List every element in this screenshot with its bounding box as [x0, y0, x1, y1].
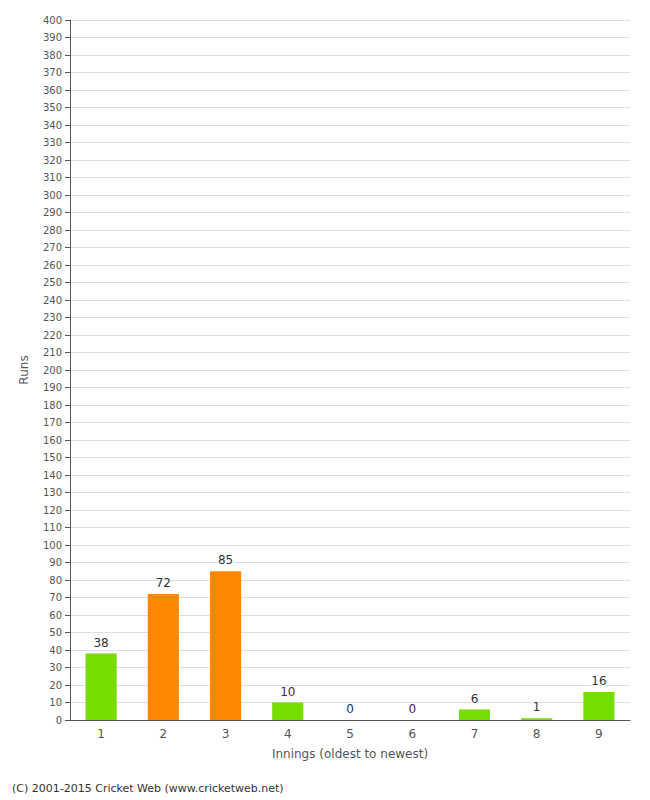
- svg-text:10: 10: [49, 697, 62, 708]
- svg-text:180: 180: [43, 400, 62, 411]
- svg-text:390: 390: [43, 32, 62, 43]
- svg-text:Runs: Runs: [17, 355, 31, 384]
- svg-text:170: 170: [43, 417, 62, 428]
- svg-text:230: 230: [43, 312, 62, 323]
- svg-text:85: 85: [218, 553, 233, 567]
- svg-text:100: 100: [43, 540, 62, 551]
- svg-text:110: 110: [43, 522, 62, 533]
- svg-text:20: 20: [49, 680, 62, 691]
- svg-text:72: 72: [156, 576, 171, 590]
- svg-text:0: 0: [56, 715, 62, 726]
- svg-text:320: 320: [43, 155, 62, 166]
- svg-text:380: 380: [43, 50, 62, 61]
- svg-text:30: 30: [49, 662, 62, 673]
- svg-text:200: 200: [43, 365, 62, 376]
- svg-text:(C) 2001-2015 Cricket Web (www: (C) 2001-2015 Cricket Web (www.cricketwe…: [12, 782, 284, 795]
- svg-text:360: 360: [43, 85, 62, 96]
- svg-text:150: 150: [43, 452, 62, 463]
- svg-text:1: 1: [533, 700, 541, 714]
- svg-text:220: 220: [43, 330, 62, 341]
- svg-text:160: 160: [43, 435, 62, 446]
- svg-text:280: 280: [43, 225, 62, 236]
- svg-text:290: 290: [43, 207, 62, 218]
- svg-text:130: 130: [43, 487, 62, 498]
- svg-text:10: 10: [280, 685, 295, 699]
- svg-text:8: 8: [533, 727, 541, 741]
- svg-text:340: 340: [43, 120, 62, 131]
- svg-text:310: 310: [43, 172, 62, 183]
- svg-text:50: 50: [49, 627, 62, 638]
- svg-text:210: 210: [43, 347, 62, 358]
- svg-text:270: 270: [43, 242, 62, 253]
- svg-text:80: 80: [49, 575, 62, 586]
- svg-text:6: 6: [471, 692, 479, 706]
- svg-text:0: 0: [408, 702, 416, 716]
- svg-text:7: 7: [471, 727, 479, 741]
- svg-text:250: 250: [43, 277, 62, 288]
- svg-text:3: 3: [222, 727, 230, 741]
- svg-text:0: 0: [346, 702, 354, 716]
- svg-text:9: 9: [595, 727, 603, 741]
- svg-text:120: 120: [43, 505, 62, 516]
- svg-text:16: 16: [591, 674, 606, 688]
- svg-text:370: 370: [43, 67, 62, 78]
- svg-text:Innings (oldest to newest): Innings (oldest to newest): [272, 747, 428, 761]
- svg-text:4: 4: [284, 727, 292, 741]
- svg-text:400: 400: [43, 15, 62, 26]
- svg-text:60: 60: [49, 610, 62, 621]
- svg-text:260: 260: [43, 260, 62, 271]
- svg-text:6: 6: [408, 727, 416, 741]
- svg-text:38: 38: [93, 636, 108, 650]
- svg-text:2: 2: [160, 727, 168, 741]
- svg-text:190: 190: [43, 382, 62, 393]
- svg-text:330: 330: [43, 137, 62, 148]
- svg-text:90: 90: [49, 557, 62, 568]
- svg-text:350: 350: [43, 102, 62, 113]
- svg-text:40: 40: [49, 645, 62, 656]
- svg-text:140: 140: [43, 470, 62, 481]
- svg-text:70: 70: [49, 592, 62, 603]
- svg-text:240: 240: [43, 295, 62, 306]
- svg-text:300: 300: [43, 190, 62, 201]
- svg-text:1: 1: [97, 727, 105, 741]
- svg-text:5: 5: [346, 727, 354, 741]
